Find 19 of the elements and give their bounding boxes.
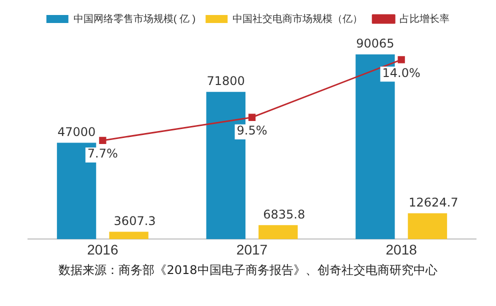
legend-label: 占比增长率: [400, 12, 450, 25]
data-label: 9.5%: [236, 123, 268, 138]
data-label: 71800: [206, 74, 245, 88]
bar: [258, 225, 298, 240]
data-label: 14.0%: [382, 66, 420, 80]
legend-label: 中国网络零售市场规模( 亿 ): [73, 12, 196, 25]
data-label: 3607.3: [114, 214, 156, 228]
data-label: 6835.8: [263, 207, 306, 222]
data-label: 90065: [356, 36, 394, 51]
data-label: 47000: [57, 124, 96, 139]
x-tick-label: 2017: [236, 241, 268, 258]
legend-label: 中国社交电商市场规模（亿）: [232, 12, 363, 25]
data-label: 7.7%: [87, 146, 118, 161]
bar: [109, 232, 148, 240]
data-label: 12624.7: [408, 195, 458, 210]
x-tick-label: 2016: [87, 241, 118, 258]
x-tick-label: 2018: [386, 241, 418, 258]
bar: [408, 213, 448, 240]
source-note: 数据来源：商务部《2018中国电子商务报告》、创奇社交电商研究中心: [58, 262, 438, 279]
